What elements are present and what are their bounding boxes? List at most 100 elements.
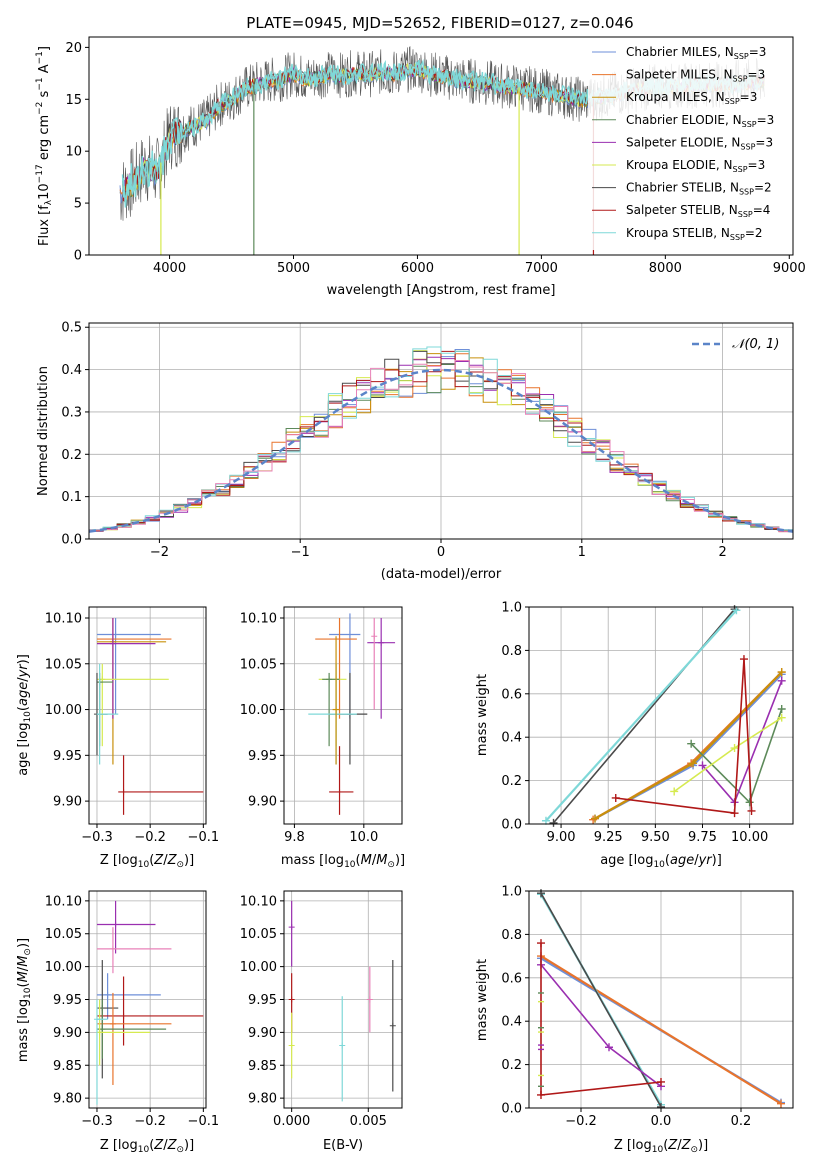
legend-value: =3 xyxy=(740,90,758,104)
series-line xyxy=(545,609,738,822)
x-tick-label: −0.2 xyxy=(565,1114,597,1129)
mass-vs-ebv-xlabel: E(B-V) xyxy=(323,1138,363,1153)
data-point-marker xyxy=(120,788,127,795)
series-marker xyxy=(657,1077,665,1086)
legend-subscript: SSP xyxy=(733,165,748,174)
y-tick-label: 0.2 xyxy=(61,448,82,463)
series-marker xyxy=(611,793,620,802)
series-line xyxy=(540,964,662,1087)
gaussian-legend-label: 𝒩(0, 1) xyxy=(732,337,779,352)
data-point-marker xyxy=(109,640,116,647)
data-point-marker xyxy=(333,706,340,713)
legend-entry: Kroupa MILES, NSSP=3 xyxy=(626,90,757,106)
y-tick-label: 10.00 xyxy=(240,703,277,718)
series-line xyxy=(615,659,753,815)
x-tick-label: 0.000 xyxy=(273,1114,310,1129)
legend-entry: Salpeter ELODIE, NSSP=3 xyxy=(626,135,773,151)
series-marker xyxy=(777,704,786,713)
x-tick-label: 9.25 xyxy=(594,830,623,845)
legend-value: =3 xyxy=(755,135,773,149)
y-tick-label: 9.90 xyxy=(53,795,82,810)
data-point-marker xyxy=(96,711,103,718)
mass-vs-ebv-plot: 0.000 0.005 9.80 9.85 9.90 9.95 10.00 10.05 10.1… xyxy=(240,891,402,1129)
data-point-marker xyxy=(366,996,373,1003)
x-tick-label: 0 xyxy=(437,545,445,560)
x-tick-label: −0.1 xyxy=(188,1114,220,1129)
data-point-marker xyxy=(99,1026,106,1033)
series-line xyxy=(592,671,783,821)
mass-weight-vs-Z-ylabel: mass weight xyxy=(475,959,490,1041)
y-tick-label: 9.90 xyxy=(248,1026,277,1041)
data-point-marker xyxy=(109,945,116,952)
series-marker xyxy=(537,1090,545,1099)
histogram-series-line xyxy=(89,350,793,534)
x-tick-label: 6000 xyxy=(401,261,434,276)
series-line xyxy=(594,673,783,820)
y-tick-label: 0.0 xyxy=(501,1102,522,1117)
x-tick-label: 0.2 xyxy=(731,1114,752,1129)
residual-hist-legend: 𝒩(0, 1) xyxy=(692,337,779,352)
series-marker xyxy=(777,676,786,685)
legend-subscript: SSP xyxy=(740,142,755,151)
x-tick-label: −0.2 xyxy=(134,830,166,845)
series-marker xyxy=(689,759,698,768)
mass-weight-vs-age-panel: 9.00 9.25 9.50 9.75 10.000.00.20.40.60.81.0 … xyxy=(475,601,794,870)
series-marker xyxy=(537,889,545,898)
y-tick-label: 15 xyxy=(65,93,82,108)
y-tick-label: 10.10 xyxy=(45,894,82,909)
mass-weight-vs-age-plot: 9.00 9.25 9.50 9.75 10.00 0.0 0.2 0.4 0.6 0.8 1.0 xyxy=(501,601,793,845)
data-point-marker xyxy=(346,631,353,638)
data-point-marker xyxy=(109,1020,116,1027)
x-tick-label: 4000 xyxy=(153,261,186,276)
y-tick-label: 0.0 xyxy=(61,533,82,548)
x-tick-label: 9.75 xyxy=(688,830,717,845)
data-point-marker xyxy=(371,633,378,640)
data-point-marker xyxy=(326,676,333,683)
x-tick-label: −0.3 xyxy=(81,1114,113,1129)
series-marker xyxy=(537,939,545,948)
spectrum-panel: 4000 5000 6000 7000 8000 9000 0 5 10 15 20 Chabrie… xyxy=(35,36,806,298)
legend-value: =3 xyxy=(757,113,775,127)
legend-entry: Salpeter MILES, NSSP=3 xyxy=(626,68,765,84)
residual-hist-ylabel: Normed distribution xyxy=(36,366,51,496)
x-tick-label: 9.00 xyxy=(547,830,576,845)
x-tick-label: 8000 xyxy=(649,261,682,276)
y-tick-label: 10.10 xyxy=(45,611,82,626)
y-tick-label: 0.8 xyxy=(501,928,522,943)
series-marker xyxy=(549,818,558,827)
y-tick-label: 0.3 xyxy=(61,405,82,420)
figure-title: PLATE=0945, MJD=52652, FIBERID=0127, z=0… xyxy=(246,14,633,32)
legend-entry: Kroupa STELIB, NSSP=2 xyxy=(626,226,763,242)
y-tick-label: 9.85 xyxy=(248,1059,277,1074)
y-tick-label: 10.05 xyxy=(45,657,82,672)
series-marker xyxy=(698,761,707,770)
data-point-marker xyxy=(389,1022,396,1029)
x-tick-label: 10.0 xyxy=(349,830,378,845)
legend-entry: Kroupa ELODIE, NSSP=3 xyxy=(626,158,765,174)
y-tick-label: 9.80 xyxy=(248,1092,277,1107)
x-tick-label: 9.8 xyxy=(284,830,305,845)
series-marker xyxy=(605,1043,613,1052)
y-tick-label: 0.2 xyxy=(501,774,522,789)
series-marker xyxy=(777,1099,785,1108)
y-tick-label: 0.5 xyxy=(61,321,82,336)
data-point-marker xyxy=(378,639,385,646)
series-marker xyxy=(687,739,696,748)
legend-value: =2 xyxy=(745,226,763,240)
spectrum-legend: Chabrier MILES, NSSP=3 Salpeter MILES, NS… xyxy=(588,40,790,250)
legend-entry: Salpeter STELIB, NSSP=4 xyxy=(626,203,770,219)
y-tick-label: 9.85 xyxy=(53,1059,82,1074)
series-marker xyxy=(541,816,550,825)
data-point-marker xyxy=(288,924,295,931)
age-vs-Z-plot: −0.3 −0.2 −0.1 9.90 9.95 10.00 10.05 10.10 xyxy=(45,607,219,845)
y-tick-label: 1.0 xyxy=(501,601,522,616)
series-marker xyxy=(730,744,739,753)
series-marker xyxy=(657,1102,665,1111)
legend-entry: Chabrier ELODIE, NSSP=3 xyxy=(626,113,774,129)
legend-subscript: SSP xyxy=(733,75,748,84)
data-point-marker xyxy=(104,991,111,998)
data-point-marker xyxy=(99,676,106,683)
series-marker xyxy=(747,806,756,815)
legend-value: =4 xyxy=(753,203,771,217)
